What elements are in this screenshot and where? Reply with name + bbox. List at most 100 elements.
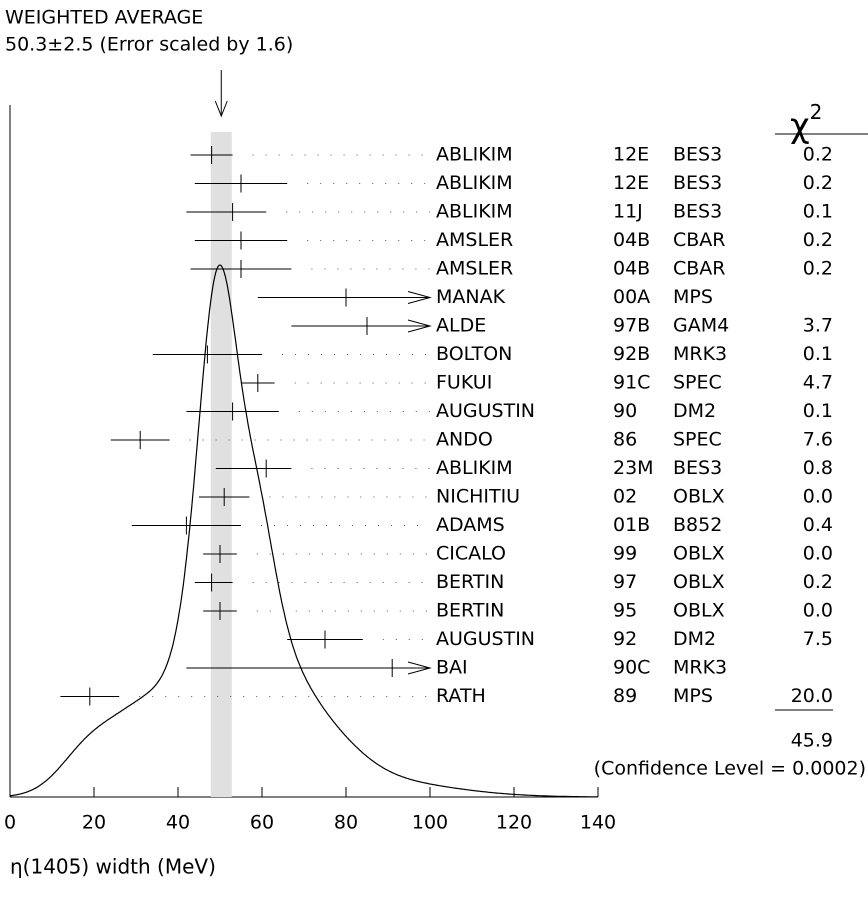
experiment: DM2 [673, 400, 716, 422]
experiment: BES3 [673, 457, 722, 479]
reference: 99 [613, 543, 637, 565]
author: ANDO [436, 429, 493, 451]
chi2: 0.1 [803, 343, 833, 365]
author: ABLIKIM [436, 172, 513, 194]
author: FUKUI [436, 372, 492, 394]
experiment: MPS [673, 286, 713, 308]
average-band [210, 132, 232, 797]
author: AMSLER [436, 258, 513, 280]
chi2: 7.6 [803, 429, 833, 451]
author: ABLIKIM [436, 144, 513, 166]
x-tick-label: 120 [496, 812, 532, 834]
chi2: 0.0 [803, 543, 833, 565]
chi2-power: 2 [810, 100, 823, 124]
reference: 90C [613, 657, 650, 679]
chi2: 0.2 [803, 258, 833, 280]
author: ADAMS [436, 514, 505, 536]
reference: 23M [613, 457, 654, 479]
chi2: 0.1 [803, 400, 833, 422]
author: AUGUSTIN [436, 400, 535, 422]
chi2: 0.2 [803, 571, 833, 593]
author: ALDE [436, 315, 486, 337]
reference: 95 [613, 600, 637, 622]
reference: 04B [613, 229, 650, 251]
reference: 91C [613, 372, 650, 394]
reference: 90 [613, 400, 637, 422]
author: BOLTON [436, 343, 512, 365]
x-tick-label: 0 [4, 812, 16, 834]
error-arrow-head [407, 661, 432, 675]
reference: 89 [613, 685, 637, 707]
chi2: 0.2 [803, 144, 833, 166]
chi2-header: χ2 [790, 100, 822, 146]
experiment: BES3 [673, 172, 722, 194]
author: AUGUSTIN [436, 628, 535, 650]
experiment: MPS [673, 685, 713, 707]
reference: 92 [613, 628, 637, 650]
reference: 11J [613, 201, 643, 223]
reference: 04B [613, 258, 650, 280]
author: CICALO [436, 543, 506, 565]
experiment: OBLX [673, 600, 725, 622]
author: AMSLER [436, 229, 513, 251]
error-arrow-head [407, 319, 432, 333]
chi2: 4.7 [803, 372, 833, 394]
chart-subtitle: 50.3±2.5 (Error scaled by 1.6) [5, 34, 293, 56]
author: RATH [436, 685, 486, 707]
x-tick-label: 40 [166, 812, 190, 834]
experiment: SPEC [673, 429, 722, 451]
experiment: CBAR [673, 229, 726, 251]
reference: 12E [613, 144, 649, 166]
chart-title: WEIGHTED AVERAGE [5, 7, 203, 29]
reference: 97B [613, 315, 650, 337]
x-tick-label: 20 [82, 812, 106, 834]
chi2: 0.0 [803, 600, 833, 622]
reference: 00A [613, 286, 650, 308]
author: BERTIN [436, 571, 504, 593]
reference: 86 [613, 429, 637, 451]
x-tick-label: 80 [334, 812, 358, 834]
chi2: 0.0 [803, 486, 833, 508]
experiment: OBLX [673, 571, 725, 593]
chi2: 0.2 [803, 229, 833, 251]
chi2: 3.7 [803, 315, 833, 337]
x-tick-label: 60 [250, 812, 274, 834]
chi2: 0.1 [803, 201, 833, 223]
reference: 12E [613, 172, 649, 194]
x-tick-label: 100 [412, 812, 448, 834]
chi2: 0.8 [803, 457, 833, 479]
chi2: 7.5 [803, 628, 833, 650]
chi2-total: 45.9 [791, 730, 833, 752]
chi2: 20.0 [791, 685, 833, 707]
confidence-level: (Confidence Level = 0.0002) [594, 758, 866, 780]
reference: 02 [613, 486, 637, 508]
reference: 01B [613, 514, 650, 536]
experiment: DM2 [673, 628, 716, 650]
author: ABLIKIM [436, 201, 513, 223]
author: BERTIN [436, 600, 504, 622]
experiment: MRK3 [673, 657, 727, 679]
average-arrow-head [214, 100, 228, 118]
experiment: OBLX [673, 543, 725, 565]
experiment: BES3 [673, 144, 722, 166]
experiment: GAM4 [673, 315, 729, 337]
chi2-symbol: χ [790, 106, 810, 146]
experiment: MRK3 [673, 343, 727, 365]
experiment: SPEC [673, 372, 722, 394]
experiment: BES3 [673, 201, 722, 223]
experiment: CBAR [673, 258, 726, 280]
ideogram-curve [9, 264, 598, 798]
author: BAI [436, 657, 468, 679]
reference: 97 [613, 571, 637, 593]
reference: 92B [613, 343, 650, 365]
author: NICHITIU [436, 486, 520, 508]
chi2: 0.4 [803, 514, 833, 536]
x-tick-label: 140 [580, 812, 616, 834]
error-arrow-head [407, 291, 432, 304]
x-axis-label: η(1405) width (MeV) [10, 855, 216, 879]
author: MANAK [436, 286, 506, 308]
chi2: 0.2 [803, 172, 833, 194]
experiment: OBLX [673, 486, 725, 508]
experiment: B852 [673, 514, 722, 536]
